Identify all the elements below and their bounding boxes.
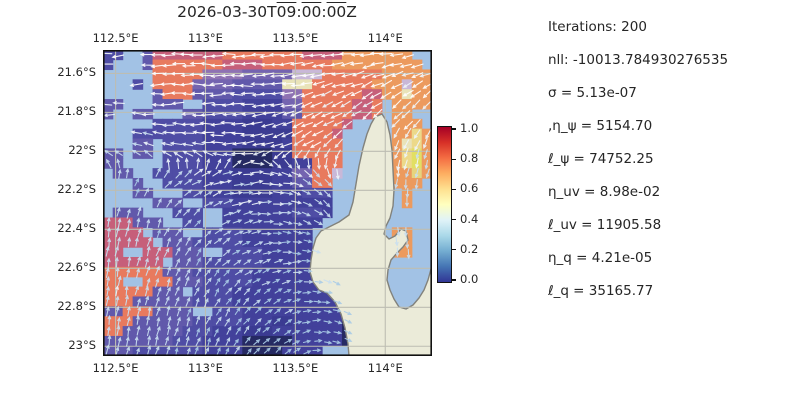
- x-tick-label-top: 114°E: [367, 31, 403, 45]
- colorbar: 1.0 0.8 0.6 0.4 0.2 0.0: [437, 121, 517, 291]
- map-plot: [99, 49, 435, 358]
- colorbar-tick-label: 0.2: [460, 241, 479, 256]
- title-hours: 09: [276, 3, 297, 21]
- colorbar-tick-label: 1.0: [460, 121, 479, 135]
- stat-line: η_uv = 8.98e-02: [548, 184, 661, 200]
- x-tick-label-bottom: 113°E: [187, 361, 223, 375]
- colorbar-tick: [451, 279, 456, 281]
- title-minutes: 00: [301, 3, 322, 21]
- title-date: 2026-03-30T: [177, 3, 277, 21]
- y-tick-label: 22.8°S: [57, 299, 96, 314]
- colorbar-tick: [451, 158, 456, 160]
- colorbar-tick: [451, 188, 456, 191]
- stat-line: ℓ_uv = 11905.58: [548, 217, 662, 233]
- colorbar-tick-label: 0.8: [460, 151, 479, 166]
- stat-line: nll: -10013.784930276535: [548, 52, 729, 68]
- x-tick-label-bottom: 114°E: [367, 361, 403, 375]
- stats-panel: Iterations: 200 nll: -10013.784930276535 σ…: [548, 0, 798, 320]
- y-tick-label: 22.6°S: [57, 260, 96, 275]
- heatmap-quiver-canvas: [99, 49, 435, 358]
- colorbar-tick-label: 0.4: [460, 211, 479, 226]
- colorbar-tick: [451, 128, 456, 130]
- y-tick-label: 22.2°S: [57, 182, 96, 197]
- y-tick-label: 22°S: [68, 143, 96, 158]
- x-tick-label-bottom: 113.5°E: [272, 361, 319, 375]
- y-tick-label: 23°S: [68, 338, 96, 353]
- colorbar-tick-label: 0.0: [460, 272, 479, 286]
- colorbar-tick-label: 0.6: [460, 181, 479, 196]
- colorbar-gradient: [437, 126, 452, 283]
- stat-line: ,η_ψ = 5154.70: [548, 118, 653, 134]
- x-tick-label-top: 113.5°E: [272, 31, 319, 45]
- x-tick-label-bottom: 112.5°E: [92, 361, 139, 375]
- y-tick-label: 21.6°S: [57, 65, 96, 80]
- y-tick-label: 21.8°S: [57, 104, 96, 119]
- y-tick-label: 22.4°S: [57, 221, 96, 236]
- stat-line: ℓ_ψ = 74752.25: [548, 151, 654, 167]
- x-tick-label-top: 113°E: [187, 31, 223, 45]
- x-tick-label-top: 112.5°E: [92, 31, 139, 45]
- stat-line: ℓ_q = 35165.77: [548, 283, 654, 299]
- colorbar-tick: [451, 218, 456, 221]
- title-seconds: 00: [326, 3, 347, 21]
- colorbar-tick: [451, 249, 456, 251]
- plot-title: 2026-03-30T09:00:00Z: [177, 3, 357, 21]
- stat-line: σ = 5.13e-07: [548, 85, 637, 101]
- title-zone: Z: [346, 3, 357, 21]
- stat-line: Iterations: 200: [548, 19, 647, 35]
- stat-line: η_q = 4.21e-05: [548, 250, 653, 266]
